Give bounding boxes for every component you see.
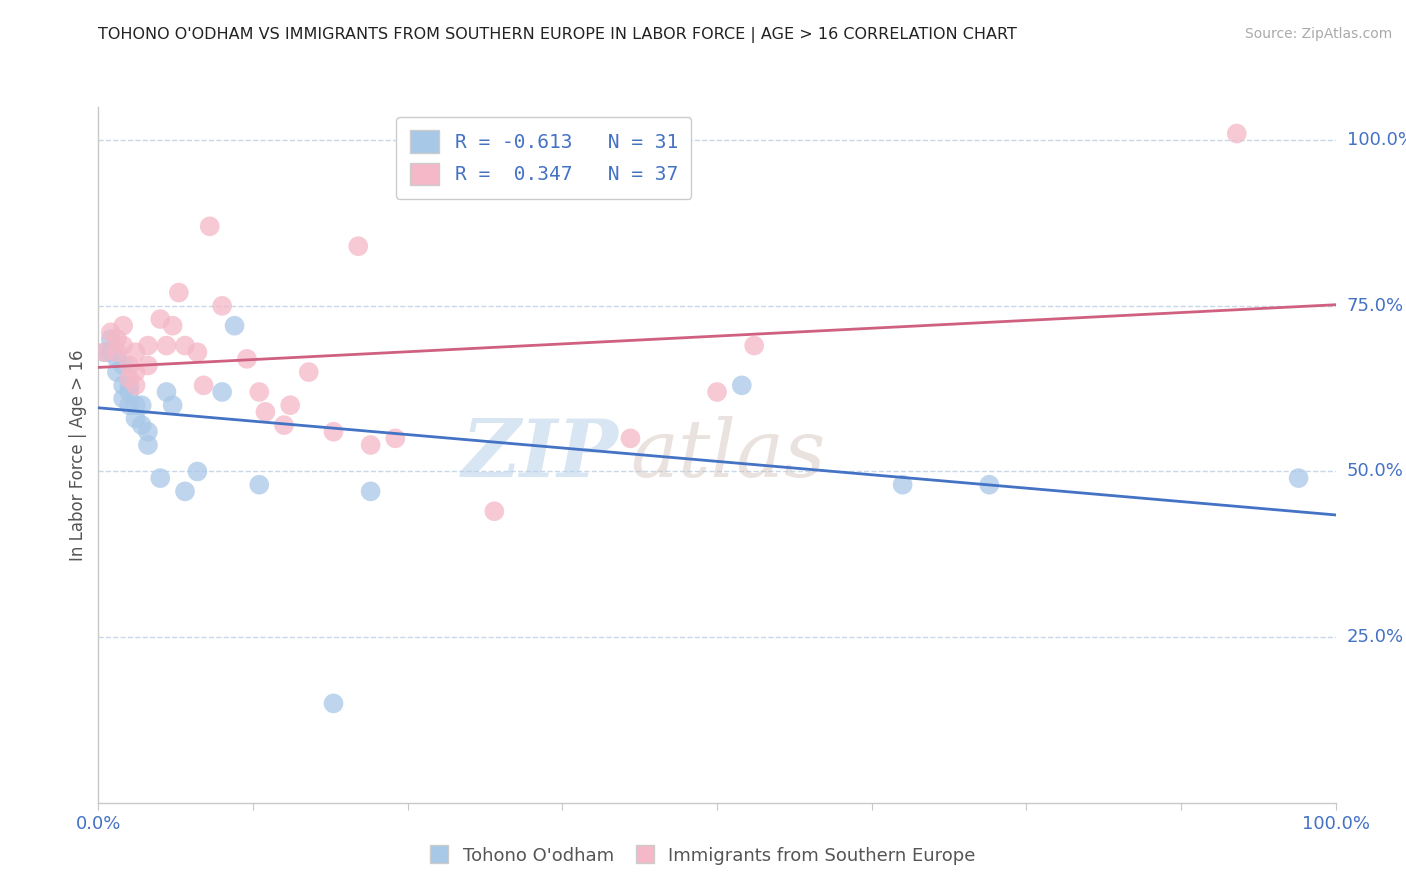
Point bbox=[236, 351, 259, 366]
Point bbox=[360, 438, 382, 452]
Point bbox=[322, 697, 344, 711]
Point bbox=[118, 384, 141, 399]
Point bbox=[112, 392, 135, 406]
Point bbox=[174, 484, 197, 499]
Point bbox=[93, 345, 115, 359]
Text: 25.0%: 25.0% bbox=[1347, 628, 1405, 646]
Point bbox=[198, 219, 221, 234]
Point bbox=[742, 338, 765, 352]
Point bbox=[105, 365, 128, 379]
Point bbox=[162, 398, 184, 412]
Point bbox=[124, 365, 146, 379]
Point bbox=[347, 239, 370, 253]
Point bbox=[112, 338, 135, 352]
Point bbox=[174, 338, 197, 352]
Point bbox=[186, 345, 208, 359]
Point bbox=[891, 477, 914, 491]
Text: 100.0%: 100.0% bbox=[1347, 131, 1406, 149]
Point bbox=[162, 318, 184, 333]
Point bbox=[136, 338, 159, 352]
Point bbox=[124, 345, 146, 359]
Point bbox=[619, 431, 641, 445]
Point bbox=[149, 312, 172, 326]
Point bbox=[118, 398, 141, 412]
Legend: R = -0.613   N = 31, R =  0.347   N = 37: R = -0.613 N = 31, R = 0.347 N = 37 bbox=[396, 117, 692, 199]
Point bbox=[112, 318, 135, 333]
Point bbox=[124, 398, 146, 412]
Point bbox=[124, 411, 146, 425]
Point bbox=[247, 384, 270, 399]
Point bbox=[273, 418, 295, 433]
Legend: Tohono O'odham, Immigrants from Southern Europe: Tohono O'odham, Immigrants from Southern… bbox=[422, 838, 984, 874]
Point bbox=[360, 484, 382, 499]
Point bbox=[118, 359, 141, 373]
Point bbox=[100, 332, 122, 346]
Text: TOHONO O'ODHAM VS IMMIGRANTS FROM SOUTHERN EUROPE IN LABOR FORCE | AGE > 16 CORR: TOHONO O'ODHAM VS IMMIGRANTS FROM SOUTHE… bbox=[98, 27, 1018, 43]
Point bbox=[100, 345, 122, 359]
Point bbox=[118, 372, 141, 386]
Point bbox=[278, 398, 301, 412]
Point bbox=[731, 378, 754, 392]
Point bbox=[247, 477, 270, 491]
Point bbox=[155, 338, 177, 352]
Point bbox=[384, 431, 406, 445]
Point bbox=[124, 378, 146, 392]
Point bbox=[224, 318, 246, 333]
Point bbox=[186, 465, 208, 479]
Point bbox=[136, 359, 159, 373]
Point bbox=[136, 425, 159, 439]
Point bbox=[131, 418, 153, 433]
Point bbox=[1226, 127, 1249, 141]
Text: 50.0%: 50.0% bbox=[1347, 462, 1403, 481]
Point bbox=[112, 359, 135, 373]
Point bbox=[211, 384, 233, 399]
Point bbox=[105, 332, 128, 346]
Point bbox=[155, 384, 177, 399]
Point bbox=[149, 471, 172, 485]
Point bbox=[298, 365, 321, 379]
Text: 75.0%: 75.0% bbox=[1347, 297, 1405, 315]
Text: ZIP: ZIP bbox=[461, 417, 619, 493]
Point bbox=[484, 504, 506, 518]
Point bbox=[100, 326, 122, 340]
Point bbox=[93, 345, 115, 359]
Point bbox=[211, 299, 233, 313]
Point bbox=[118, 378, 141, 392]
Point bbox=[131, 398, 153, 412]
Point bbox=[105, 351, 128, 366]
Point bbox=[706, 384, 728, 399]
Point bbox=[193, 378, 215, 392]
Point bbox=[136, 438, 159, 452]
Point bbox=[1288, 471, 1310, 485]
Y-axis label: In Labor Force | Age > 16: In Labor Force | Age > 16 bbox=[69, 349, 87, 561]
Point bbox=[105, 345, 128, 359]
Point bbox=[112, 378, 135, 392]
Point bbox=[979, 477, 1001, 491]
Point bbox=[322, 425, 344, 439]
Point bbox=[167, 285, 190, 300]
Text: atlas: atlas bbox=[630, 417, 825, 493]
Text: Source: ZipAtlas.com: Source: ZipAtlas.com bbox=[1244, 27, 1392, 41]
Point bbox=[254, 405, 277, 419]
